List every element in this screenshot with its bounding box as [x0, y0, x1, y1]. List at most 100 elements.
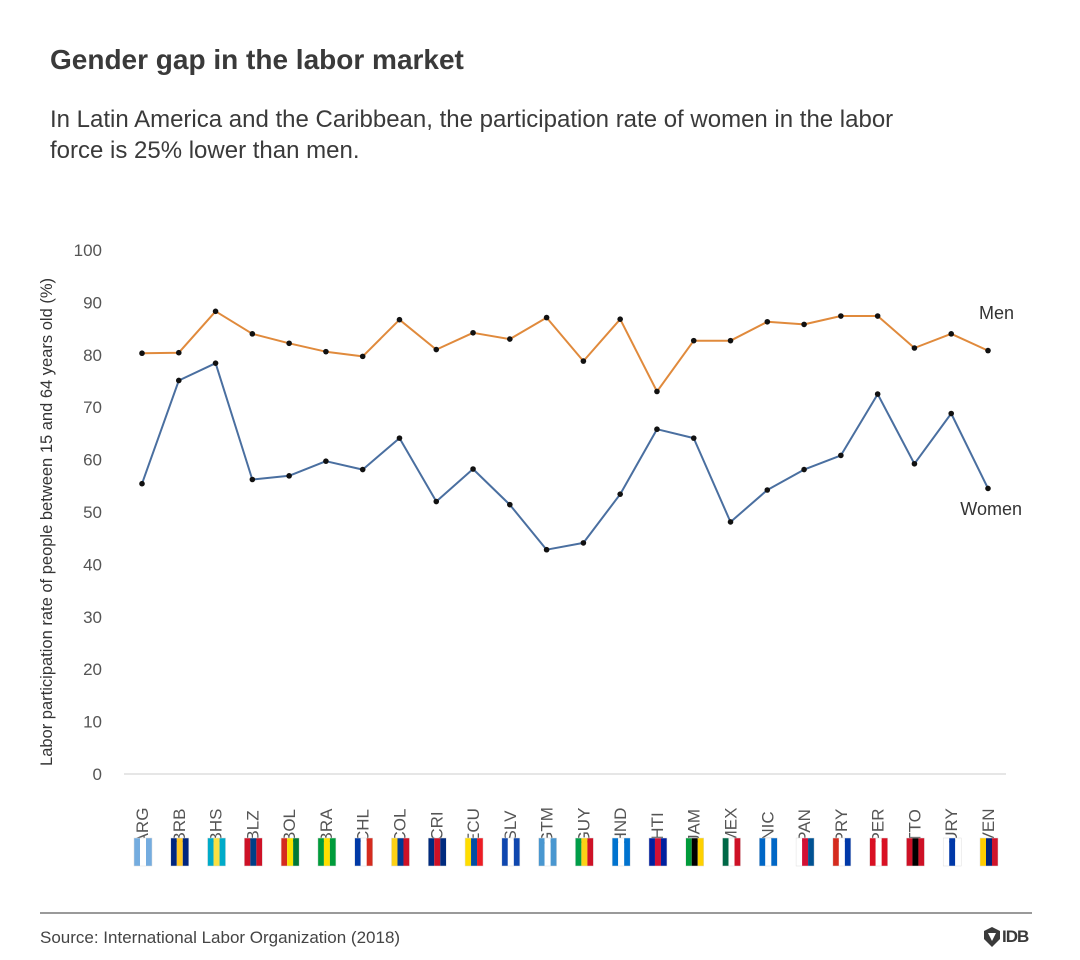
series-points	[139, 308, 991, 553]
point-women-hnd	[617, 491, 623, 497]
chart-title: Gender gap in the labor market	[50, 44, 464, 75]
flag-stripe	[360, 838, 367, 866]
point-men-jam	[690, 337, 697, 344]
flag-stripe	[434, 838, 441, 866]
point-women-per	[874, 391, 881, 397]
x-tick-label-tto: TTO	[905, 809, 924, 843]
flag-border	[501, 837, 521, 867]
flag-bol-icon	[280, 837, 300, 867]
point-women-gtm	[543, 546, 550, 553]
flag-stripe	[329, 838, 336, 866]
flag-stripe	[980, 838, 986, 866]
flag-stripe	[323, 838, 330, 866]
flag-border	[832, 837, 852, 867]
x-tick-label-hti: HTI	[648, 812, 667, 839]
flag-stripe	[808, 838, 815, 866]
x-tick-label-guy: GUY	[574, 808, 593, 845]
x-tick-label-jam: JAM	[685, 809, 704, 843]
point-men-mex	[727, 337, 734, 344]
flag-stripe	[354, 838, 361, 866]
flag-stripe	[140, 838, 146, 866]
flag-stripe	[796, 838, 803, 866]
flag-stripe	[501, 838, 508, 866]
y-tick-label-30: 30	[83, 608, 102, 627]
flag-stripe	[207, 838, 214, 866]
x-tick-label-arg: ARG	[133, 808, 152, 845]
flag-stripe	[281, 838, 288, 866]
flag-stripe	[182, 838, 189, 866]
x-tick-label-slv: SLV	[501, 810, 520, 842]
series-lines	[141, 310, 989, 551]
flag-stripe	[513, 838, 520, 866]
flag-stripe	[875, 838, 882, 866]
flag-bhs-icon	[207, 837, 226, 867]
flag-border	[575, 837, 594, 867]
x-tick-label-chl: CHL	[354, 809, 373, 843]
flag-border	[685, 837, 704, 867]
flag-stripe	[918, 838, 925, 866]
flag-stripe	[465, 838, 472, 866]
flag-stripe	[507, 838, 514, 866]
idb-logo: IDB	[982, 924, 1034, 950]
flag-stripe	[287, 838, 294, 866]
chart-subtitle: In Latin America and the Caribbean, the …	[50, 106, 894, 164]
point-men-ecu	[470, 329, 476, 336]
flag-hti-icon	[648, 837, 668, 867]
point-men-guy	[580, 358, 587, 364]
flag-stripe	[440, 838, 447, 866]
flag-stripe	[881, 838, 888, 866]
y-axis-ticks: 0 10 20 30 40 50 60 70 80 90 100	[74, 241, 102, 784]
flag-stripe	[477, 838, 484, 866]
point-women-tto	[911, 460, 918, 467]
x-tick-label-per: PER	[869, 809, 888, 844]
flag-stripe	[660, 838, 667, 866]
point-men-chl	[359, 353, 366, 360]
x-tick-label-brb: BRB	[170, 809, 189, 844]
flag-ecu-icon	[464, 837, 484, 867]
flag-stripe	[403, 838, 410, 866]
flag-slv-icon	[501, 837, 521, 867]
flag-stripe	[544, 838, 551, 866]
flag-stripe	[170, 838, 177, 866]
series-line-women	[141, 362, 989, 551]
flag-border	[280, 837, 300, 867]
series-label-women: Women	[960, 499, 1022, 519]
flag-border	[611, 837, 631, 867]
point-men-bra	[323, 348, 329, 355]
flag-stripe	[391, 838, 398, 866]
flag-stripe	[949, 838, 956, 866]
series-line-men	[141, 310, 989, 393]
flag-stripe	[722, 838, 729, 866]
flag-brb-icon	[170, 837, 190, 867]
flag-stripe	[612, 838, 619, 866]
flag-border	[391, 837, 410, 867]
point-women-bra	[323, 458, 329, 464]
flag-ven-icon	[979, 837, 999, 867]
flag-stripe	[986, 838, 992, 866]
point-men-tto	[911, 345, 918, 351]
x-tick-label-gtm: GTM	[538, 807, 557, 845]
flag-stripe	[256, 838, 263, 866]
flag-hnd-icon	[611, 837, 631, 867]
point-women-bhs	[212, 360, 219, 366]
flag-pan-icon	[795, 837, 815, 867]
flag-mex-icon	[722, 837, 741, 867]
flag-stripe	[397, 838, 404, 866]
point-men-arg	[139, 350, 145, 357]
y-tick-label-70: 70	[83, 398, 102, 417]
point-women-guy	[580, 540, 587, 546]
flag-stripe	[759, 838, 766, 866]
flag-stripe	[838, 838, 845, 866]
point-men-nic	[764, 318, 771, 325]
x-tick-label-pan: PAN	[795, 809, 814, 843]
y-axis-label: Labor participation rate of people betwe…	[38, 278, 56, 766]
series-label-men: Men	[979, 303, 1014, 323]
flag-ury-icon	[942, 837, 962, 867]
line-chart: 0 10 20 30 40 50 60 70 80 90 100 ARG BRB BHS BLZ BOL BR…	[38, 241, 1022, 867]
flag-border	[464, 837, 484, 867]
country-flags	[133, 837, 999, 867]
y-tick-label-90: 90	[83, 293, 102, 312]
point-men-brb	[175, 349, 182, 356]
point-women-col	[396, 435, 403, 441]
y-tick-label-100: 100	[74, 241, 102, 260]
